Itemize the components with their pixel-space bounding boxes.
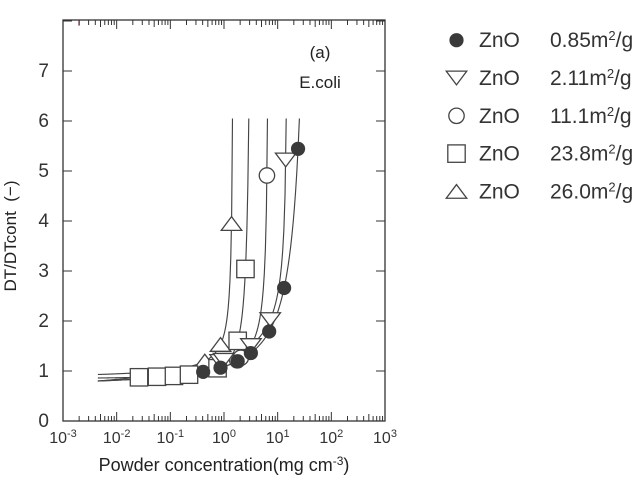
svg-text:5: 5 — [38, 161, 49, 182]
svg-text:ZnO: ZnO — [479, 143, 520, 166]
svg-text:ZnO: ZnO — [479, 67, 520, 90]
svg-text:Powder concentration(mg cm-3): Powder concentration(mg cm-3) — [99, 454, 350, 475]
svg-text:3: 3 — [38, 261, 49, 282]
svg-text:26.0m2/g: 26.0m2/g — [550, 179, 633, 204]
svg-text:23.8m2/g: 23.8m2/g — [550, 141, 633, 166]
svg-text:10-3: 10-3 — [49, 428, 77, 447]
svg-text:1: 1 — [38, 361, 49, 382]
svg-text:(a): (a) — [310, 43, 331, 62]
svg-text:ZnO: ZnO — [479, 29, 520, 52]
svg-text:2: 2 — [38, 311, 49, 332]
svg-text:100: 100 — [212, 428, 236, 447]
svg-text:DT/DTcont (−): DT/DTcont (−) — [1, 181, 20, 292]
svg-text:10-2: 10-2 — [103, 428, 131, 447]
svg-text:ZnO: ZnO — [479, 180, 520, 203]
svg-text:E.coli: E.coli — [299, 73, 341, 92]
svg-text:101: 101 — [266, 428, 290, 447]
svg-text:ZnO: ZnO — [479, 105, 520, 128]
svg-text:0.85m2/g: 0.85m2/g — [550, 28, 633, 53]
svg-text:0: 0 — [38, 411, 49, 432]
svg-text:4: 4 — [38, 211, 49, 232]
svg-text:10-1: 10-1 — [157, 428, 185, 447]
svg-text:6: 6 — [38, 111, 49, 132]
svg-text:11.1m2/g: 11.1m2/g — [550, 103, 632, 128]
svg-text:7: 7 — [38, 61, 49, 82]
svg-text:102: 102 — [319, 428, 343, 447]
svg-text:103: 103 — [373, 428, 397, 447]
svg-text:2.11m2/g: 2.11m2/g — [550, 66, 632, 91]
